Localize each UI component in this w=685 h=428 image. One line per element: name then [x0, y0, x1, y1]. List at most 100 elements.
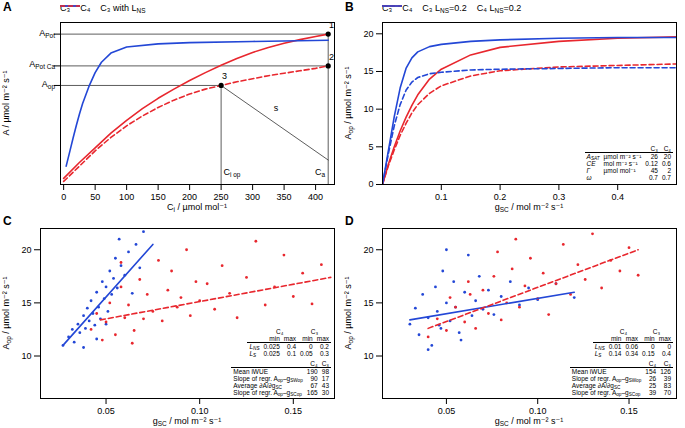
html-text:min: min — [269, 335, 280, 342]
html-text:Ca: Ca — [315, 166, 326, 178]
html-text:C₃ with LNS: C₃ with LNS — [100, 3, 146, 14]
html-text:Average ∂A/∂gSC: Average ∂A/∂gSC — [233, 382, 282, 391]
html-text:20: 20 — [663, 153, 671, 160]
svg-text:15: 15 — [21, 298, 31, 308]
svg-text:0.10: 0.10 — [529, 406, 547, 416]
svg-text:0: 0 — [61, 192, 66, 202]
svg-text:10: 10 — [21, 351, 31, 361]
html-text:0.1: 0.1 — [287, 350, 297, 357]
html-text:/ µmol m⁻² s⁻¹: / µmol m⁻² s⁻¹ — [343, 66, 353, 127]
html-text:op: op — [4, 336, 12, 344]
html-text:C₄ LNS=0.2: C₄ LNS=0.2 — [476, 3, 522, 14]
html-text:gSC/ mol m⁻² s⁻¹: gSC/ mol m⁻² s⁻¹ — [494, 202, 564, 213]
svg-text:0.1: 0.1 — [435, 192, 448, 202]
svg-text:200: 200 — [182, 192, 197, 202]
html-text:Slope of regr. Aop–gSCop: Slope of regr. Aop–gSCop — [571, 389, 641, 398]
html-text:0.7: 0.7 — [648, 174, 658, 181]
html-text:0.05: 0.05 — [300, 350, 313, 357]
svg-text:0.3: 0.3 — [553, 192, 566, 202]
html-text:0.025: 0.025 — [263, 343, 280, 350]
html-text:0.12: 0.12 — [645, 160, 658, 167]
svg-text:50: 50 — [90, 192, 100, 202]
html-text:gSC/ mol m⁻² s⁻¹: gSC/ mol m⁻² s⁻¹ — [494, 416, 564, 427]
html-text:0.6: 0.6 — [662, 160, 671, 167]
svg-text:15: 15 — [363, 298, 373, 308]
html-text:0.025: 0.025 — [263, 350, 280, 357]
html-text:Ci op: Ci op — [223, 166, 241, 178]
html-text:min: min — [302, 335, 313, 342]
html-text:C₄: C₄ — [80, 3, 91, 13]
html-text:C₃ LNS=0.2: C₃ LNS=0.2 — [422, 3, 467, 14]
html-text:CE: CE — [586, 160, 596, 167]
html-text:Slope of regr. Aop–gSCop: Slope of regr. Aop–gSCop — [233, 389, 302, 398]
html-text:C₃: C₃ — [382, 3, 393, 13]
svg-text:0.10: 0.10 — [191, 406, 209, 416]
html-text:/ µmol m⁻² s⁻¹: / µmol m⁻² s⁻¹ — [1, 276, 11, 337]
html-text:µmol mol⁻¹: µmol mol⁻¹ — [603, 167, 636, 174]
svg-text:250: 250 — [214, 192, 229, 202]
svg-text:0: 0 — [368, 179, 373, 189]
svg-text:0.2: 0.2 — [494, 192, 507, 202]
html-text:0.2: 0.2 — [320, 343, 329, 350]
svg-text:0.15: 0.15 — [285, 406, 303, 416]
svg-text:0.15: 0.15 — [620, 406, 638, 416]
html-text:A: A — [343, 133, 353, 140]
html-text:Slope of regr. Aop–gSWop: Slope of regr. Aop–gSWop — [571, 375, 642, 384]
html-text:/ µmol m⁻² s⁻¹: / µmol m⁻² s⁻¹ — [343, 276, 353, 337]
svg-text:20: 20 — [363, 29, 373, 39]
svg-text:400: 400 — [308, 192, 323, 202]
html-text:C₃: C₃ — [321, 360, 329, 367]
svg-text:20: 20 — [21, 245, 31, 255]
html-text:C₄: C₄ — [663, 145, 671, 152]
html-text:0.7: 0.7 — [662, 174, 671, 181]
html-text:max: max — [316, 335, 329, 342]
svg-text:10: 10 — [363, 351, 373, 361]
svg-text:0.4: 0.4 — [611, 192, 624, 202]
html-text:C₃: C₃ — [650, 145, 658, 152]
html-text:gSC/ mol m⁻² s⁻¹: gSC/ mol m⁻² s⁻¹ — [152, 416, 222, 427]
html-text:C₄: C₄ — [276, 328, 284, 335]
html-text:C₄: C₄ — [310, 360, 318, 367]
html-text:26: 26 — [650, 153, 658, 160]
html-text:0.3: 0.3 — [320, 350, 329, 357]
html-text:B: B — [345, 0, 354, 14]
html-text:LS: LS — [594, 350, 602, 359]
html-text:190: 190 — [306, 368, 318, 375]
svg-text:150: 150 — [151, 192, 166, 202]
svg-text:15: 15 — [363, 66, 373, 76]
html-text:A: A — [3, 0, 12, 14]
svg-text:100: 100 — [119, 192, 134, 202]
html-text:Mean iWUE: Mean iWUE — [233, 368, 268, 375]
html-text:Average ∂A/∂gSC: Average ∂A/∂gSC — [571, 382, 621, 391]
html-text:APot: APot — [39, 27, 55, 39]
html-text:C₃: C₃ — [60, 3, 71, 13]
html-text:Ci/ µmol mol⁻¹: Ci/ µmol mol⁻¹ — [167, 202, 227, 213]
svg-text:5: 5 — [368, 142, 373, 152]
html-text:Aop: Aop — [41, 79, 55, 90]
html-text:D: D — [345, 214, 354, 228]
html-text:45: 45 — [650, 167, 658, 174]
html-text:op: op — [346, 126, 354, 134]
html-text:LS: LS — [249, 350, 257, 359]
svg-text:0.05: 0.05 — [97, 406, 115, 416]
html-text:LNS: LNS — [594, 343, 605, 352]
html-text:C₄: C₄ — [402, 3, 413, 13]
svg-text:0.05: 0.05 — [438, 406, 456, 416]
html-text:Slope of regr. Aop–gSWop: Slope of regr. Aop–gSWop — [233, 375, 303, 384]
html-text:op: op — [346, 336, 354, 344]
html-text:A / µmol m⁻² s⁻¹: A / µmol m⁻² s⁻¹ — [1, 70, 11, 136]
html-text:APot Ca: APot Ca — [29, 59, 55, 70]
html-text:max: max — [283, 335, 297, 342]
svg-text:20: 20 — [363, 245, 373, 255]
html-text:ASAT: ASAT — [586, 153, 600, 162]
html-text:A: A — [1, 343, 11, 350]
html-text:C: C — [3, 214, 12, 228]
svg-text:350: 350 — [277, 192, 292, 202]
svg-text:300: 300 — [245, 192, 260, 202]
html-text:C₃: C₃ — [310, 328, 319, 335]
html-text:mol m⁻² s⁻¹: mol m⁻² s⁻¹ — [603, 160, 638, 167]
html-text:0.4: 0.4 — [287, 343, 297, 350]
html-text:LNS: LNS — [249, 343, 260, 352]
html-text:µmol m⁻² s⁻¹: µmol m⁻² s⁻¹ — [603, 153, 642, 160]
svg-text:10: 10 — [363, 104, 373, 114]
